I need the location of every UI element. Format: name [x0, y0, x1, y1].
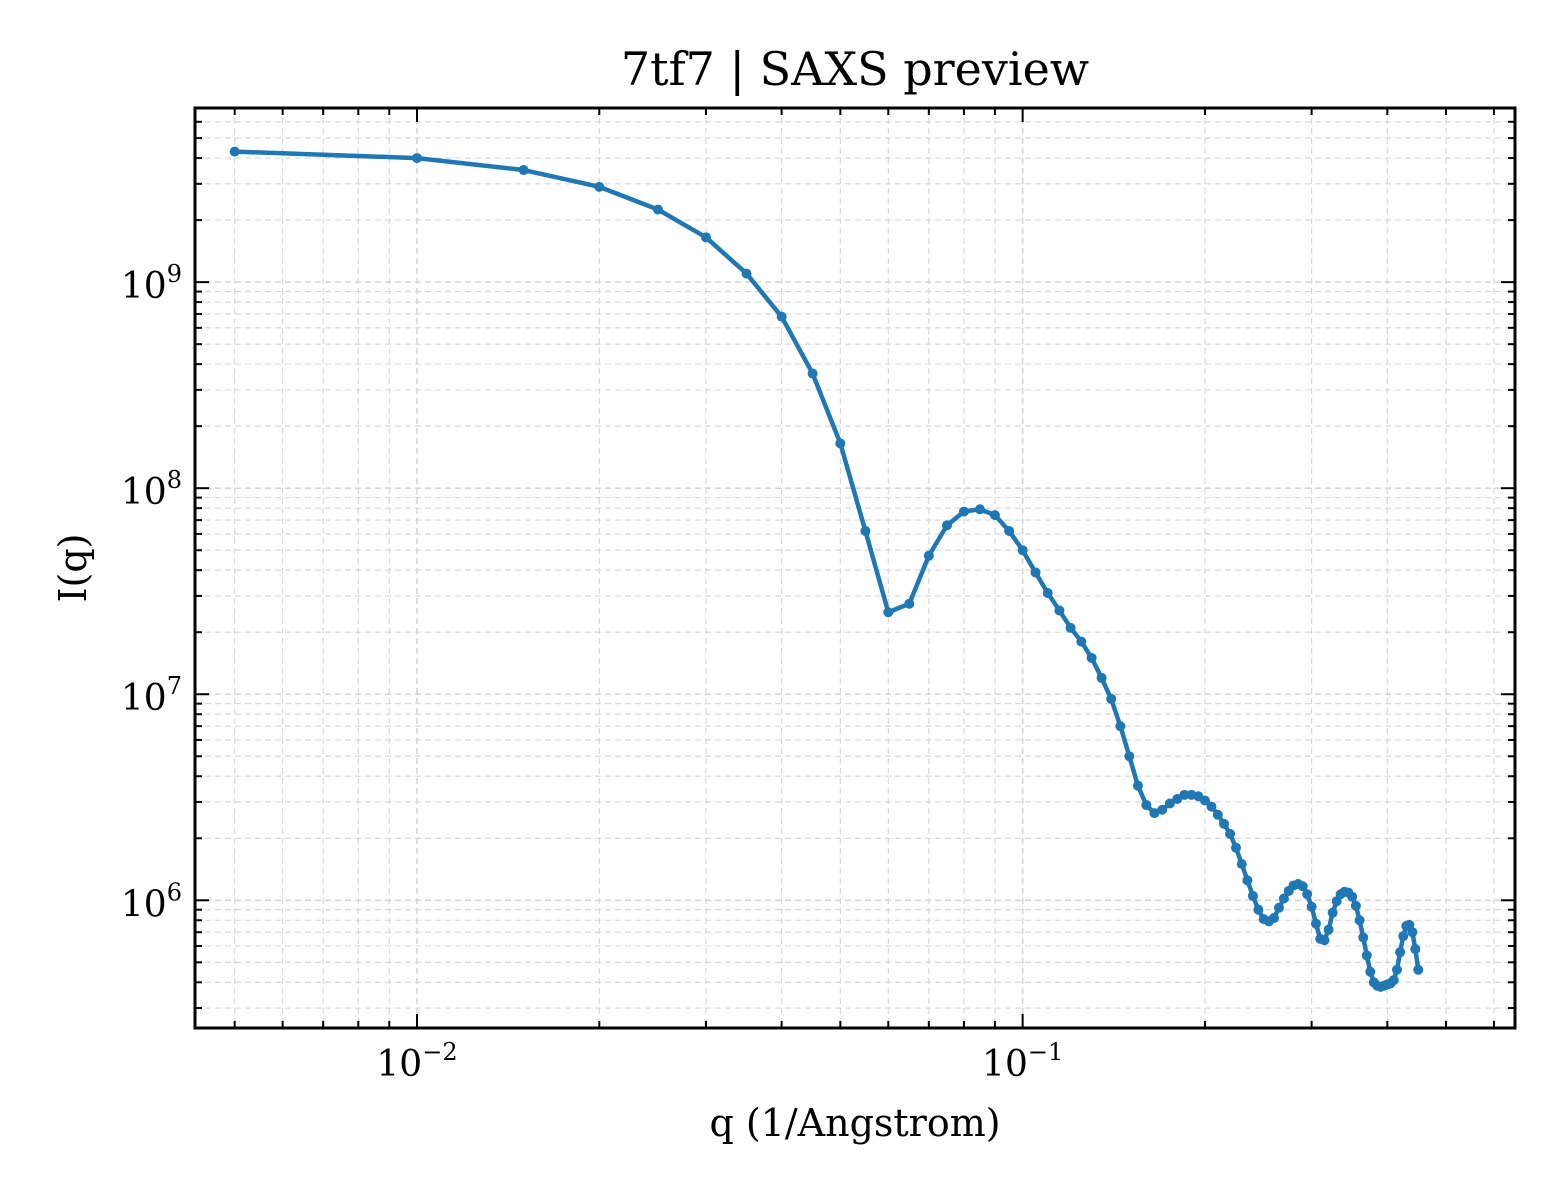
- data-point-69: [1347, 891, 1358, 902]
- data-point-89: [1413, 964, 1424, 975]
- data-point-0: [229, 146, 240, 157]
- data-point-74: [1365, 966, 1376, 977]
- data-point-9: [835, 438, 846, 449]
- data-point-26: [1096, 672, 1107, 683]
- minor-ticks: [195, 107, 1515, 1028]
- data-point-27: [1106, 693, 1117, 704]
- data-point-31: [1141, 800, 1152, 811]
- data-point-48: [1253, 904, 1264, 915]
- data-point-30: [1132, 780, 1143, 791]
- data-point-51: [1268, 913, 1279, 924]
- data-point-73: [1361, 950, 1372, 961]
- data-point-87: [1407, 927, 1418, 938]
- x-tick-label-0: 10−2: [376, 1038, 457, 1085]
- data-point-84: [1398, 931, 1409, 942]
- y-tick-label-1: 107: [121, 672, 182, 719]
- data-point-35: [1172, 794, 1183, 805]
- data-point-36: [1179, 789, 1190, 800]
- data-point-1: [411, 153, 422, 164]
- data-point-71: [1354, 915, 1365, 926]
- data-point-13: [923, 550, 934, 561]
- plot-frame: [193, 106, 1517, 1030]
- data-point-20: [1030, 567, 1041, 578]
- data-point-39: [1199, 795, 1210, 806]
- data-point-53: [1278, 893, 1289, 904]
- data-point-25: [1086, 652, 1097, 663]
- data-point-70: [1350, 900, 1361, 911]
- data-point-44: [1230, 842, 1241, 853]
- data-point-32: [1149, 808, 1160, 819]
- data-point-10: [860, 525, 871, 536]
- x-axis-label: q (1/Angstrom): [709, 1101, 1000, 1145]
- data-point-11: [883, 607, 894, 618]
- data-point-42: [1219, 818, 1229, 829]
- data-point-6: [741, 268, 752, 279]
- data-point-43: [1225, 828, 1236, 839]
- series-markers: [229, 146, 1424, 992]
- data-point-14: [941, 520, 952, 531]
- data-point-63: [1323, 924, 1334, 935]
- grid-layer: [195, 107, 1515, 1028]
- data-point-58: [1302, 889, 1313, 900]
- y-tick-label-2: 108: [121, 466, 182, 513]
- chart-title: 7tf7 | SAXS preview: [621, 42, 1089, 96]
- data-point-28: [1115, 721, 1126, 732]
- data-point-72: [1358, 932, 1369, 943]
- data-point-24: [1076, 636, 1087, 647]
- data-point-64: [1327, 907, 1338, 918]
- data-point-33: [1157, 804, 1168, 815]
- data-point-34: [1164, 798, 1175, 809]
- data-point-15: [958, 506, 969, 517]
- data-point-47: [1247, 890, 1258, 901]
- data-point-8: [807, 368, 818, 379]
- data-point-22: [1054, 605, 1065, 616]
- data-point-23: [1065, 622, 1076, 633]
- data-point-57: [1297, 881, 1308, 892]
- data-point-12: [904, 598, 915, 609]
- data-point-45: [1236, 859, 1247, 870]
- data-point-5: [700, 232, 711, 243]
- data-point-59: [1306, 901, 1317, 912]
- data-point-16: [974, 504, 985, 515]
- y-tick-labels: 106 107 108 109: [121, 260, 182, 925]
- data-point-60: [1310, 918, 1321, 929]
- data-point-52: [1273, 902, 1284, 913]
- data-point-19: [1017, 545, 1028, 556]
- data-point-40: [1206, 801, 1217, 812]
- data-point-7: [776, 311, 787, 322]
- major-ticks: [195, 108, 1515, 1028]
- x-tick-labels: 10−2 10−1: [376, 1038, 1063, 1085]
- x-tick-label-1: 10−1: [982, 1038, 1063, 1085]
- data-point-82: [1391, 964, 1402, 975]
- data-point-41: [1212, 809, 1223, 820]
- data-point-62: [1319, 935, 1330, 946]
- y-tick-label-3: 109: [121, 260, 182, 307]
- data-point-18: [1004, 525, 1015, 536]
- data-point-88: [1410, 944, 1421, 955]
- data-point-83: [1395, 947, 1406, 958]
- data-point-3: [594, 181, 605, 192]
- data-point-29: [1124, 751, 1135, 762]
- data-point-4: [653, 204, 664, 215]
- y-tick-label-0: 106: [121, 878, 182, 925]
- data-point-81: [1388, 975, 1399, 986]
- data-point-46: [1242, 875, 1253, 886]
- y-axis-label: I(q): [51, 534, 95, 603]
- data-point-2: [518, 165, 529, 176]
- data-point-17: [989, 510, 1000, 521]
- data-point-21: [1042, 587, 1053, 598]
